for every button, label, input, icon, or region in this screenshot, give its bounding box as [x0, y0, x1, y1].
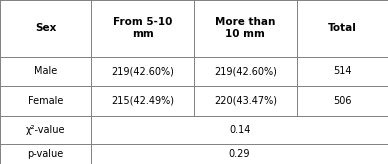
- Text: Sex: Sex: [35, 23, 56, 33]
- Text: 215(42.49%): 215(42.49%): [111, 96, 174, 106]
- Text: Male: Male: [34, 66, 57, 76]
- Text: 219(42.60%): 219(42.60%): [111, 66, 174, 76]
- Text: χ²-value: χ²-value: [26, 125, 65, 135]
- Text: p-value: p-value: [28, 149, 64, 159]
- Text: From 5-10
mm: From 5-10 mm: [113, 18, 172, 39]
- Text: Female: Female: [28, 96, 63, 106]
- Text: 514: 514: [333, 66, 352, 76]
- Text: 220(43.47%): 220(43.47%): [214, 96, 277, 106]
- Text: 219(42.60%): 219(42.60%): [214, 66, 277, 76]
- Text: 0.14: 0.14: [229, 125, 250, 135]
- Text: 0.29: 0.29: [229, 149, 250, 159]
- Text: More than
10 mm: More than 10 mm: [215, 18, 275, 39]
- Text: 506: 506: [333, 96, 352, 106]
- Text: Total: Total: [328, 23, 357, 33]
